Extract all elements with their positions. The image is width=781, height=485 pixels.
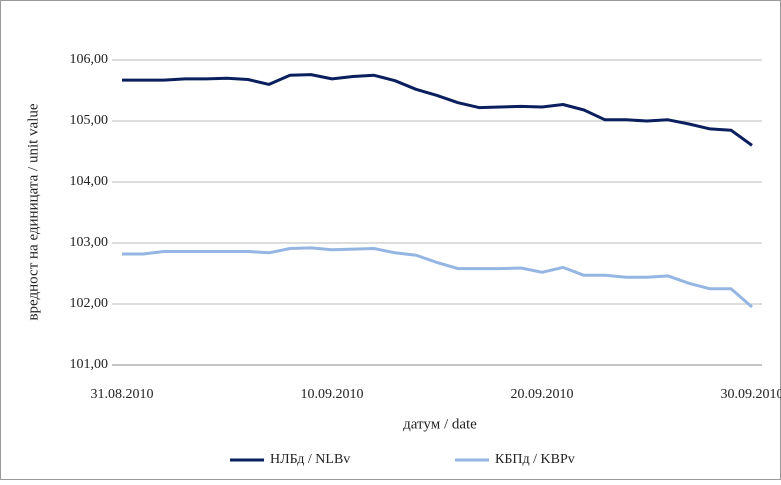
legend-label: НЛБд / NLBv (270, 452, 350, 467)
y-tick-label: 106,00 (70, 52, 109, 67)
x-tick-label: 10.09.2010 (301, 387, 364, 402)
y-tick-label: 105,00 (70, 113, 109, 128)
y-tick-label: 103,00 (70, 235, 109, 250)
x-axis-label: датум / date (403, 416, 477, 432)
y-tick-label: 102,00 (70, 296, 109, 311)
x-tick-label: 20.09.2010 (511, 387, 574, 402)
y-axis-label: вредност на единицата / unit value (25, 103, 41, 320)
y-tick-label: 101,00 (70, 357, 109, 372)
y-tick-label: 104,00 (70, 174, 109, 189)
x-tick-label: 31.08.2010 (91, 387, 154, 402)
legend-label: КБПд / KBPv (495, 452, 575, 467)
x-tick-label: 30.09.2010 (721, 387, 781, 402)
